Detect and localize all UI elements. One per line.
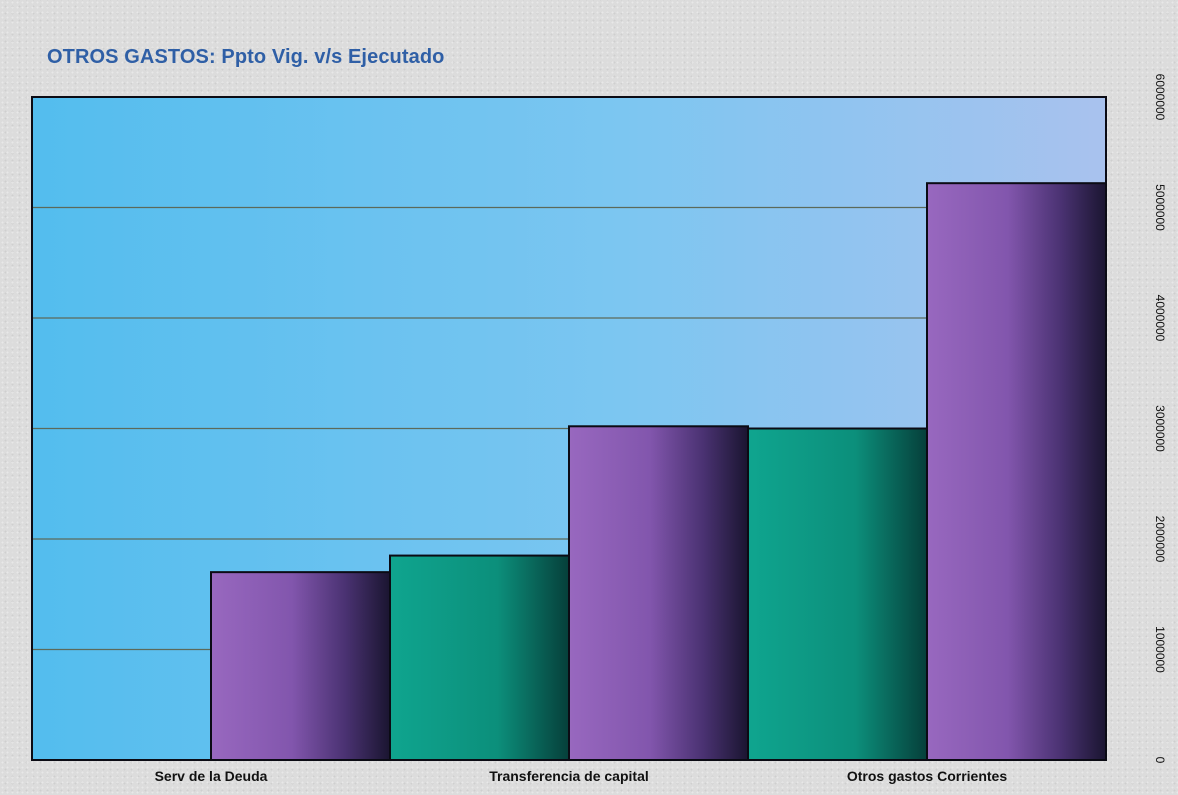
y-tick-label: 1000000 [1153,626,1167,673]
x-tick-label: Otros gastos Corrientes [847,768,1007,784]
x-tick-label: Serv de la Deuda [155,768,268,784]
plot-frame [31,96,1107,761]
x-tick-label: Transferencia de capital [489,768,649,784]
bar-purple-0 [210,571,391,762]
bar-purple-1 [568,425,749,761]
chart-title: OTROS GASTOS: Ppto Vig. v/s Ejecutado [47,46,445,68]
bar-teal-1 [389,554,570,762]
y-tick-label: 6000000 [1153,74,1167,121]
y-tick-label: 5000000 [1153,184,1167,231]
y-tick-label: 2000000 [1153,516,1167,563]
y-tick-label: 4000000 [1153,295,1167,342]
bar-teal-2 [747,427,928,761]
bar-purple-2 [926,182,1107,761]
y-tick-label: 0 [1153,757,1167,764]
y-tick-label: 3000000 [1153,405,1167,452]
